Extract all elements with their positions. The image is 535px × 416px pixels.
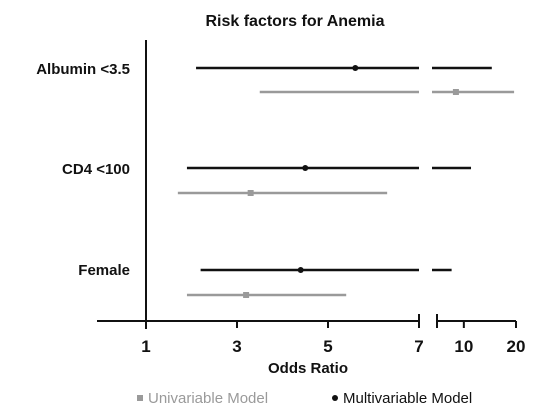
x-tick-label-20: 20 xyxy=(507,337,526,356)
x-tick-label-3: 3 xyxy=(232,337,241,356)
axes: 1 3 5 7 10 20 xyxy=(97,40,525,356)
univariable-cd4-100-point xyxy=(247,190,254,196)
x-tick-label-10: 10 xyxy=(454,337,473,356)
multivariable-cd4-100-point xyxy=(302,165,309,171)
legend-swatch-univariable xyxy=(137,395,143,401)
x-tick-label-1: 1 xyxy=(141,337,150,356)
x-tick-label-5: 5 xyxy=(323,337,332,356)
legend: Univariable Model Multivariable Model xyxy=(137,390,472,407)
multivariable-albumin-3-5-point xyxy=(352,65,359,71)
legend-swatch-multivariable xyxy=(332,395,338,401)
category-label-cd4: CD4 <100 xyxy=(62,161,130,178)
univariable-female-point xyxy=(243,292,250,298)
univariable-albumin-3-5-point xyxy=(452,89,459,95)
category-label-albumin: Albumin <3.5 xyxy=(36,61,130,78)
x-tick-label-7: 7 xyxy=(414,337,423,356)
chart-title: Risk factors for Anemia xyxy=(205,13,384,30)
legend-label-multivariable: Multivariable Model xyxy=(343,390,472,407)
data-marks xyxy=(177,65,515,298)
legend-label-univariable: Univariable Model xyxy=(148,390,268,407)
x-axis-label: Odds Ratio xyxy=(268,360,348,377)
category-label-female: Female xyxy=(78,262,130,279)
multivariable-female-point xyxy=(297,267,304,273)
